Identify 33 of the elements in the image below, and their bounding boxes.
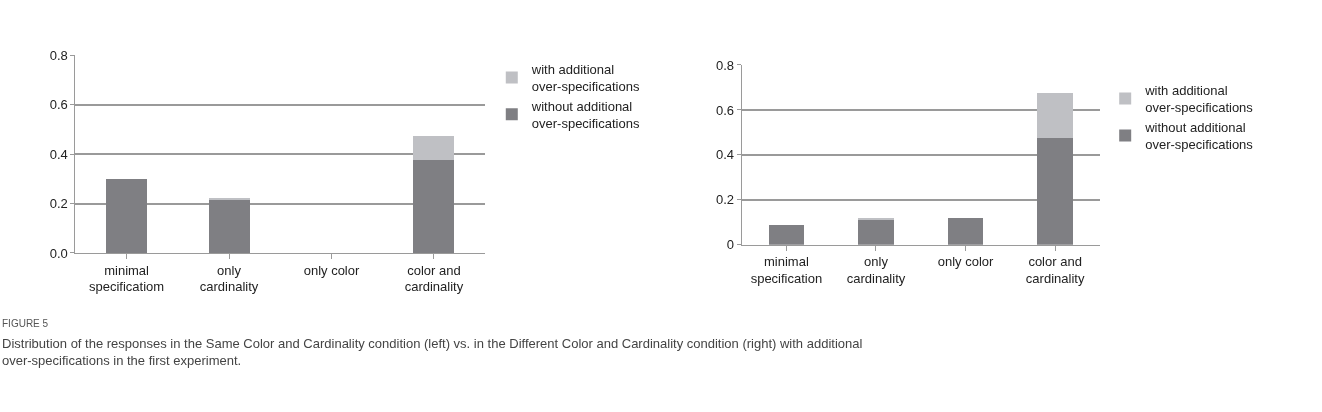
- x-tick-label: only color: [303, 262, 360, 278]
- bar: [413, 135, 455, 161]
- y-tick-label: 0.8: [715, 57, 735, 73]
- bar: [858, 219, 894, 245]
- y-tick-label: 0: [726, 237, 735, 253]
- x-tick-label: color and cardinality: [404, 262, 464, 295]
- caption: FIGURE 5: [2, 318, 49, 329]
- x-tick-label: only cardinality: [846, 254, 906, 287]
- bar: [947, 217, 984, 245]
- y-tick-label: 0.4: [49, 146, 68, 162]
- y-tick-label: 0.2: [715, 192, 735, 208]
- y-tick-label: 0.4: [715, 147, 735, 163]
- y-tick-label: 0.0: [49, 245, 68, 261]
- y-tick-label: 0.2: [49, 196, 68, 212]
- x-tick-label: color and cardinality: [1025, 254, 1085, 287]
- x-tick-label: only cardinality: [199, 262, 259, 295]
- y-tick-label: 0.6: [49, 97, 68, 113]
- legend-label: without additional over-specifications: [530, 98, 640, 131]
- bar: [106, 178, 148, 253]
- y-tick-label: 0.6: [715, 102, 735, 118]
- bar: [208, 199, 250, 253]
- bar: [208, 198, 250, 201]
- bar: [768, 225, 805, 245]
- bar: [413, 160, 455, 253]
- text: Distribution of the responses in the Same Color and Cardinality condition (left) vs. in the Different Color and Cardinality condition (right) with additional over-specifications in the first experiment.: [2, 336, 863, 368]
- x-tick-label: minimal specification: [750, 254, 823, 287]
- bar: [1037, 93, 1074, 139]
- bar: [1037, 138, 1074, 245]
- x-tick-label: minimal specificatiom: [89, 262, 165, 295]
- bar: [858, 217, 894, 220]
- legend-label: without additional over-specifications: [1144, 120, 1254, 152]
- x-tick-label: only color: [937, 254, 995, 270]
- y-tick-label: 0.8: [49, 47, 68, 63]
